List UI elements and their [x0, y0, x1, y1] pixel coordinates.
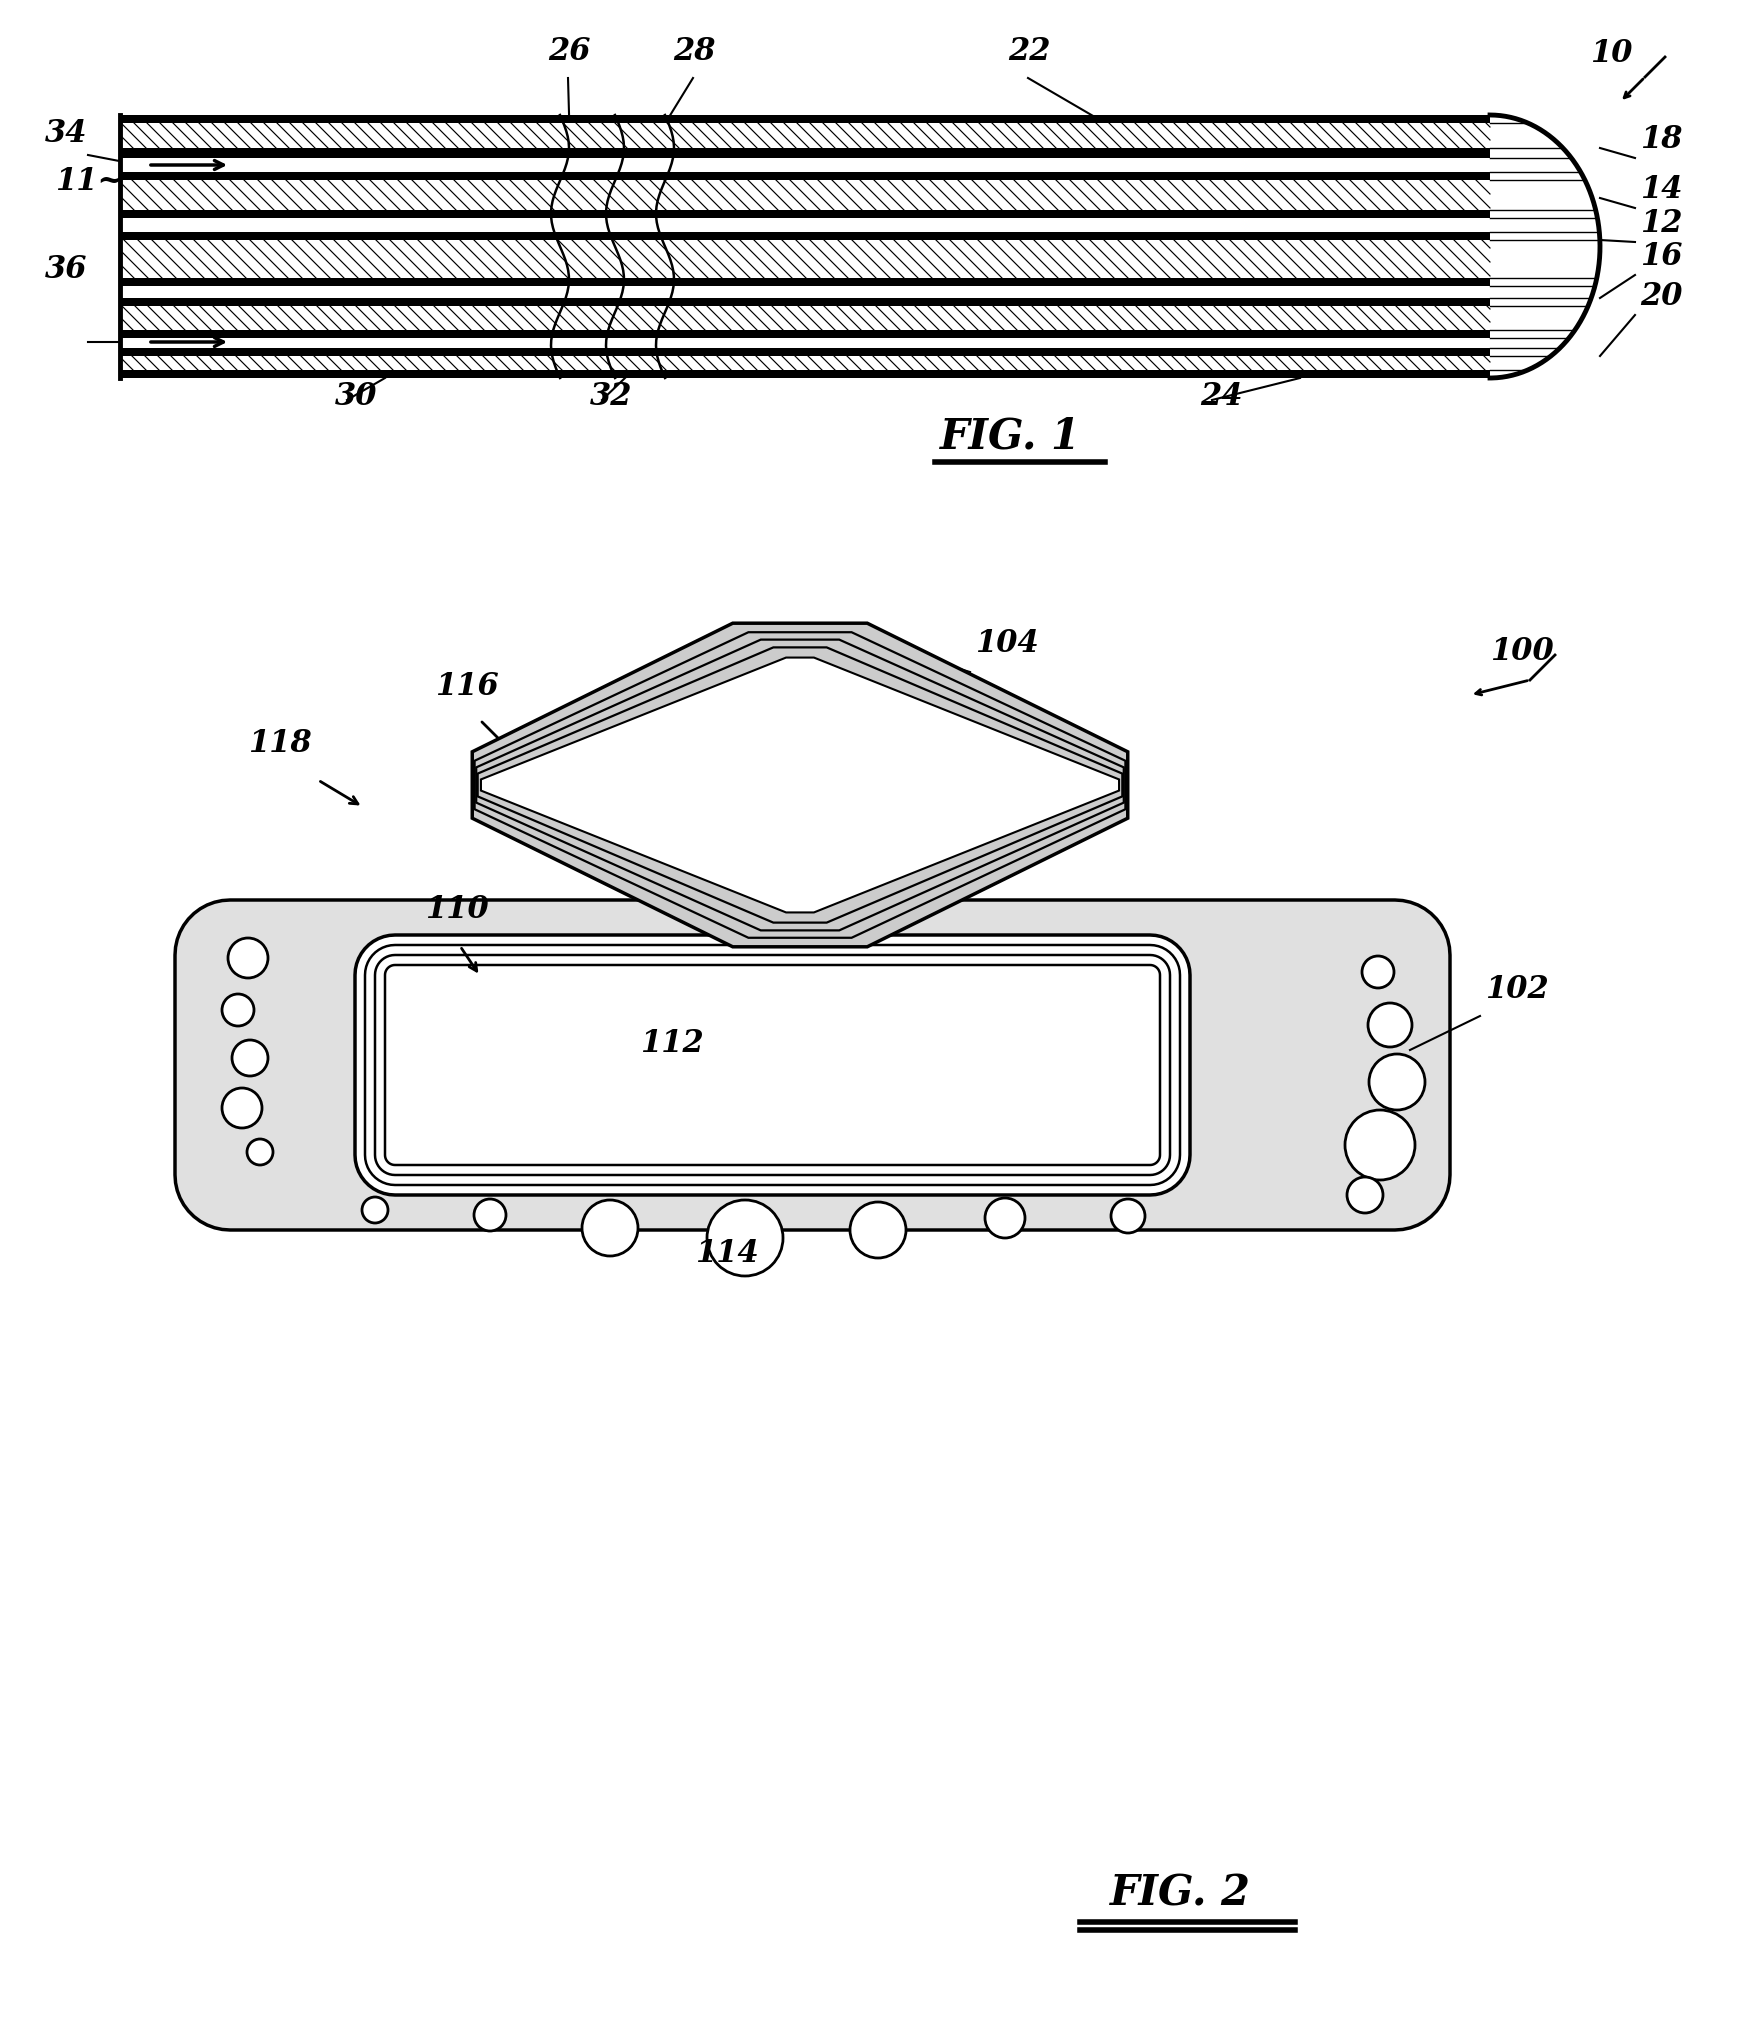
Text: 14: 14 — [1639, 174, 1681, 205]
Bar — [120, 339, 1489, 349]
Bar — [120, 116, 1489, 124]
Bar — [120, 306, 1489, 330]
Bar — [120, 124, 1489, 148]
Circle shape — [1110, 1200, 1145, 1232]
Bar — [120, 357, 1489, 371]
Text: 34: 34 — [44, 118, 88, 150]
Bar — [120, 172, 1489, 180]
Circle shape — [850, 1202, 905, 1259]
Text: 30: 30 — [335, 381, 377, 411]
Bar — [120, 158, 1489, 172]
Text: 100: 100 — [1489, 636, 1552, 667]
Circle shape — [582, 1200, 637, 1257]
Text: 112: 112 — [640, 1028, 704, 1058]
Text: 116: 116 — [434, 671, 499, 701]
Bar — [120, 239, 1489, 278]
Text: 28: 28 — [672, 36, 714, 67]
Text: 24: 24 — [1200, 381, 1242, 411]
Bar — [120, 231, 1489, 239]
Circle shape — [475, 1200, 506, 1230]
Bar — [120, 349, 1489, 357]
Circle shape — [707, 1200, 783, 1277]
Polygon shape — [480, 657, 1118, 912]
Polygon shape — [175, 900, 1450, 1230]
Circle shape — [231, 1040, 268, 1076]
Bar — [120, 180, 1489, 211]
Text: 104: 104 — [974, 628, 1039, 659]
Text: 36: 36 — [44, 253, 88, 286]
Circle shape — [1367, 1003, 1411, 1048]
Circle shape — [1369, 1054, 1424, 1111]
Text: FIG. 1: FIG. 1 — [938, 416, 1080, 456]
Bar — [120, 371, 1489, 377]
Text: 12: 12 — [1639, 209, 1681, 239]
Bar — [120, 278, 1489, 286]
Circle shape — [362, 1198, 388, 1222]
Circle shape — [247, 1139, 273, 1166]
Text: 10: 10 — [1589, 39, 1632, 69]
Bar — [120, 330, 1489, 339]
Bar — [120, 219, 1489, 231]
Text: 102: 102 — [1484, 975, 1547, 1005]
Text: 26: 26 — [547, 36, 591, 67]
Polygon shape — [355, 934, 1189, 1196]
Bar — [120, 286, 1489, 298]
Circle shape — [984, 1198, 1025, 1238]
Text: 20: 20 — [1639, 282, 1681, 312]
Circle shape — [222, 993, 254, 1026]
Text: 16: 16 — [1639, 241, 1681, 272]
Bar — [120, 148, 1489, 158]
Text: FIG. 2: FIG. 2 — [1110, 1873, 1249, 1913]
Polygon shape — [473, 622, 1127, 947]
Circle shape — [1346, 1178, 1383, 1212]
Text: 11~: 11~ — [55, 166, 123, 197]
Text: 22: 22 — [1007, 36, 1050, 67]
Circle shape — [222, 1088, 261, 1127]
Text: 114: 114 — [695, 1238, 759, 1269]
Bar — [120, 298, 1489, 306]
Circle shape — [1344, 1111, 1415, 1180]
Text: 32: 32 — [589, 381, 632, 411]
Text: 110: 110 — [425, 894, 489, 924]
Bar — [120, 211, 1489, 219]
Circle shape — [1362, 957, 1394, 987]
Text: 118: 118 — [249, 728, 312, 758]
Text: 18: 18 — [1639, 124, 1681, 154]
Circle shape — [228, 939, 268, 977]
